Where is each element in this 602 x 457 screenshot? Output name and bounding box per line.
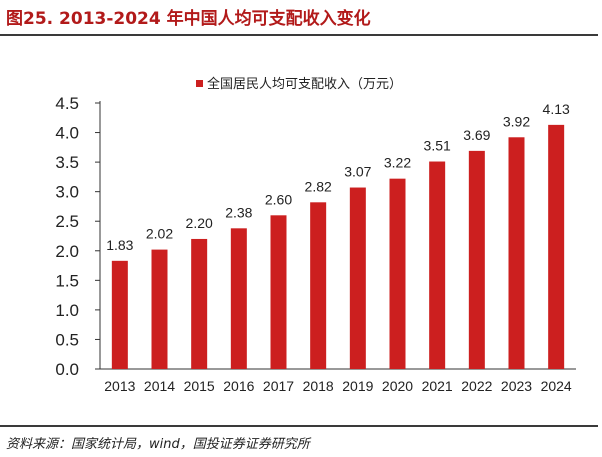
legend-label: 全国居民人均可支配收入（万元） <box>207 76 402 92</box>
x-tick-label: 2023 <box>501 378 532 394</box>
bar <box>230 228 247 369</box>
bar <box>111 260 128 369</box>
data-label: 3.22 <box>384 155 411 171</box>
data-label: 3.51 <box>424 138 451 154</box>
x-tick-label: 2020 <box>382 378 413 394</box>
y-tick-label: 4.5 <box>55 94 79 113</box>
data-label: 2.82 <box>305 178 332 194</box>
data-label: 2.60 <box>265 191 292 207</box>
data-label: 4.13 <box>543 101 570 117</box>
x-tick-label: 2021 <box>422 378 453 394</box>
bar <box>270 215 287 369</box>
x-tick-label: 2014 <box>144 378 175 394</box>
data-label: 3.69 <box>463 127 490 143</box>
bar <box>548 124 565 369</box>
x-tick-label: 2019 <box>342 378 373 394</box>
y-tick-label: 3.0 <box>55 183 79 202</box>
data-label: 2.38 <box>225 204 252 220</box>
x-tick-label: 2016 <box>223 378 254 394</box>
data-label: 2.20 <box>186 215 213 231</box>
y-tick-label: 0.5 <box>55 330 79 349</box>
y-tick-label: 3.5 <box>55 153 79 172</box>
x-tick-label: 2022 <box>461 378 492 394</box>
chart-title: 图25. 2013-2024 年中国人均可支配收入变化 <box>6 9 371 29</box>
y-tick-label: 1.5 <box>55 271 79 290</box>
bar <box>349 187 366 369</box>
data-label: 1.83 <box>106 237 133 253</box>
y-tick-label: 2.0 <box>55 242 79 261</box>
legend-swatch <box>196 80 203 87</box>
x-tick-label: 2017 <box>263 378 294 394</box>
y-tick-label: 2.5 <box>55 212 79 231</box>
bar <box>191 238 208 369</box>
bar <box>310 202 327 369</box>
bar <box>468 150 485 369</box>
bar <box>429 161 446 369</box>
y-tick-label: 1.0 <box>55 301 79 320</box>
bar <box>151 249 168 369</box>
data-label: 2.02 <box>146 226 173 242</box>
x-tick-label: 2018 <box>303 378 334 394</box>
footer-rule <box>0 425 598 427</box>
header-rule <box>0 34 598 36</box>
x-tick-label: 2013 <box>104 378 135 394</box>
x-tick-label: 2015 <box>184 378 215 394</box>
source-note: 资料来源：国家统计局，wind，国投证券证券研究所 <box>6 437 310 452</box>
y-tick-label: 0.0 <box>55 360 79 379</box>
x-tick-label: 2024 <box>541 378 572 394</box>
data-label: 3.07 <box>344 164 371 180</box>
bar <box>508 137 525 369</box>
data-label: 3.92 <box>503 113 530 129</box>
y-tick-label: 4.0 <box>55 124 79 143</box>
bar <box>389 178 406 369</box>
